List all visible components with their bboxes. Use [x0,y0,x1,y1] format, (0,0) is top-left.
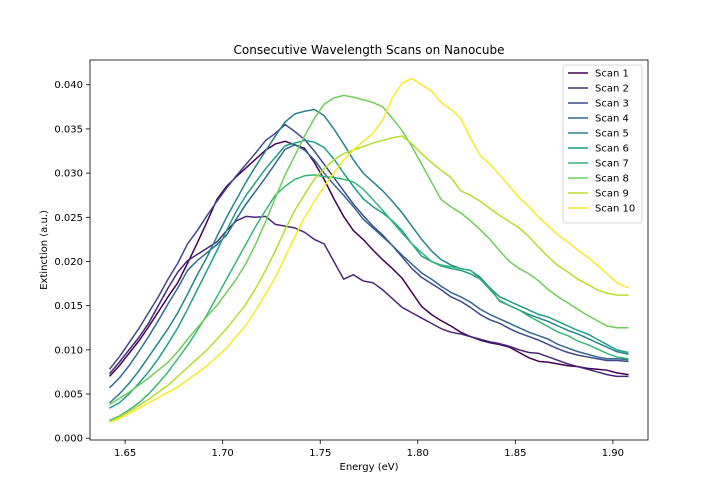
chart-title: Consecutive Wavelength Scans on Nanocube [234,43,505,57]
series-line-scan-1 [108,140,629,377]
legend-label: Scan 1 [595,69,629,80]
series-line-scan-6 [109,139,629,409]
legend-label: Scan 2 [595,84,629,95]
series-layer [108,77,629,424]
x-axis-label: Energy (eV) [340,462,399,473]
series-line-scan-10 [109,77,629,424]
y-axis-label: Extinction (a.u.) [39,210,50,290]
series-line-scan-8 [109,94,629,406]
y-tick-label: 0.035 [54,124,83,135]
series-line-scan-7 [109,174,629,422]
x-tick-label: 1.70 [212,448,234,459]
x-tick-label: 1.80 [407,448,429,459]
y-tick-label: 0.010 [54,345,83,356]
legend-label: Scan 10 [595,204,635,215]
series-line-scan-2 [108,215,629,378]
x-tick-label: 1.65 [114,448,136,459]
legend-label: Scan 9 [595,189,629,200]
y-tick-label: 0.015 [54,301,83,312]
legend-label: Scan 7 [595,159,629,170]
legend-box [562,64,643,224]
x-tick-label: 1.75 [309,448,331,459]
x-tick-label: 1.85 [504,448,526,459]
x-axis-ticks: 1.65 1.70 1.75 1.80 1.85 1.90 [114,440,624,459]
plot-frame [89,59,649,441]
plot-area [89,59,649,441]
legend-label: Scan 3 [595,99,629,110]
y-tick-label: 0.030 [54,169,83,180]
x-tick-label: 1.90 [602,448,624,459]
series-line-scan-5 [109,108,629,404]
y-tick-label: 0.020 [54,257,83,268]
legend-label: Scan 5 [595,129,629,140]
legend-label: Scan 6 [595,144,629,155]
legend-label: Scan 4 [595,114,629,125]
y-tick-label: 0.005 [54,390,83,401]
y-tick-label: 0.040 [54,80,83,91]
legend: Scan 1 Scan 2 Scan 3 Scan 4 Scan 5 Scan 6 Scan… [562,64,643,224]
y-axis-ticks: 0.000 0.005 0.010 0.015 0.020 0.025 0.030 0.035… [54,80,90,445]
legend-label: Scan 8 [595,174,629,185]
series-line-scan-3 [108,123,629,370]
y-tick-label: 0.000 [54,434,83,445]
y-tick-label: 0.025 [54,213,83,224]
series-line-scan-4 [108,144,629,389]
series-line-scan-9 [109,135,629,423]
